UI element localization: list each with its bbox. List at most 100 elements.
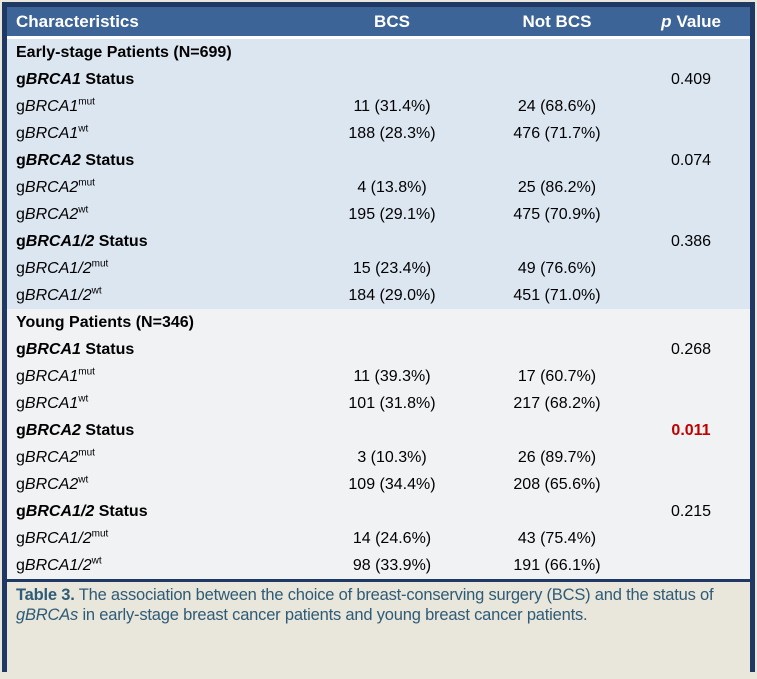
gene-prefix: g [16, 529, 25, 547]
gene-prefix: g [16, 394, 25, 412]
bcs-value: 101 (31.8%) [302, 390, 482, 417]
gene-prefix: g [16, 475, 25, 493]
allele-superscript: wt [78, 474, 89, 486]
not-bcs-value: 49 (76.6%) [482, 255, 632, 282]
status-suffix: Status [80, 151, 135, 169]
gene-prefix: g [16, 151, 26, 169]
not-bcs-value [482, 498, 632, 525]
table-row: gBRCA2mut 4 (13.8%) 25 (86.2%) [7, 174, 750, 201]
row-label: gBRCA1/2wt [7, 552, 302, 579]
row-label: gBRCA1/2wt [7, 282, 302, 309]
allele-superscript: wt [91, 555, 102, 567]
gene-prefix: g [16, 340, 26, 358]
allele-superscript: mut [91, 528, 109, 540]
gene-name: BRCA1 [25, 340, 81, 358]
status-suffix: Status [80, 421, 135, 439]
col-header-bcs: BCS [302, 7, 482, 39]
row-label: gBRCA1/2mut [7, 525, 302, 552]
bcs-value: 184 (29.0%) [302, 282, 482, 309]
table-row: gBRCA1/2wt 98 (33.9%) 191 (66.1%) [7, 552, 750, 579]
bcs-value: 14 (24.6%) [302, 525, 482, 552]
bcs-value [302, 228, 482, 255]
status-suffix: Status [80, 340, 135, 358]
status-row: gBRCA1/2 Status 0.215 [7, 498, 750, 525]
gene-prefix: g [16, 178, 25, 196]
not-bcs-value: 476 (71.7%) [482, 120, 632, 147]
gene-name: BRCA1 [24, 394, 79, 412]
not-bcs-value: 451 (71.0%) [482, 282, 632, 309]
not-bcs-value: 25 (86.2%) [482, 174, 632, 201]
gene-name: BRCA2 [25, 151, 81, 169]
p-value [632, 552, 750, 579]
bcs-value [302, 66, 482, 93]
bcs-value [302, 147, 482, 174]
bcs-value: 109 (34.4%) [302, 471, 482, 498]
gene-name: BRCA1/2 [24, 529, 92, 547]
p-value [632, 363, 750, 390]
gene-name: BRCA2 [24, 475, 79, 493]
p-value: 0.215 [632, 498, 750, 525]
allele-superscript: mut [91, 258, 109, 270]
table-row: gBRCA1/2mut 14 (24.6%) 43 (75.4%) [7, 525, 750, 552]
bcs-value [302, 336, 482, 363]
table-caption: Table 3. The association between the cho… [7, 579, 750, 672]
p-value: 0.074 [632, 147, 750, 174]
col-header-characteristics: Characteristics [7, 7, 302, 39]
gene-name: BRCA1/2 [24, 286, 92, 304]
status-row: gBRCA1 Status 0.409 [7, 66, 750, 93]
gene-name: BRCA1 [24, 124, 79, 142]
not-bcs-value: 475 (70.9%) [482, 201, 632, 228]
not-bcs-value: 26 (89.7%) [482, 444, 632, 471]
section-title-row: Young Patients (N=346) [7, 309, 750, 336]
table-row: gBRCA2mut 3 (10.3%) 26 (89.7%) [7, 444, 750, 471]
gene-prefix: g [16, 367, 25, 385]
status-suffix: Status [94, 232, 148, 250]
status-label: gBRCA2 Status [7, 147, 302, 174]
row-label: gBRCA1mut [7, 363, 302, 390]
gene-prefix: g [16, 286, 25, 304]
not-bcs-value: 24 (68.6%) [482, 93, 632, 120]
not-bcs-value [482, 336, 632, 363]
status-label: gBRCA1 Status [7, 336, 302, 363]
allele-superscript: mut [78, 96, 95, 108]
allele-superscript: wt [78, 204, 89, 216]
p-value [632, 282, 750, 309]
p-value [632, 444, 750, 471]
allele-superscript: mut [78, 177, 95, 189]
p-value [632, 390, 750, 417]
row-label: gBRCA1wt [7, 120, 302, 147]
not-bcs-value [482, 417, 632, 444]
table3: Characteristics BCS Not BCS p Value Early… [7, 7, 750, 579]
gene-prefix: g [16, 421, 26, 439]
gene-prefix: g [16, 97, 25, 115]
gene-name: BRCA1/2 [24, 259, 92, 277]
gene-name: BRCA1 [24, 97, 79, 115]
bcs-value: 15 (23.4%) [302, 255, 482, 282]
row-label: gBRCA2wt [7, 471, 302, 498]
p-value-word: Value [676, 11, 721, 31]
not-bcs-value [482, 147, 632, 174]
bcs-value [302, 498, 482, 525]
bcs-value: 195 (29.1%) [302, 201, 482, 228]
not-bcs-value: 43 (75.4%) [482, 525, 632, 552]
status-row: gBRCA2 Status 0.011 [7, 417, 750, 444]
status-label: gBRCA1/2 Status [7, 498, 302, 525]
table-row: gBRCA1mut 11 (39.3%) 17 (60.7%) [7, 363, 750, 390]
gene-prefix: g [16, 502, 26, 520]
allele-superscript: wt [78, 123, 89, 135]
allele-superscript: wt [78, 393, 89, 405]
caption-gene-italic: gBRCAs [16, 605, 79, 624]
table-row: gBRCA1mut 11 (31.4%) 24 (68.6%) [7, 93, 750, 120]
row-label: gBRCA2mut [7, 174, 302, 201]
not-bcs-value: 217 (68.2%) [482, 390, 632, 417]
caption-label: Table 3. [16, 586, 75, 604]
gene-name: BRCA2 [24, 448, 79, 466]
status-row: gBRCA2 Status 0.074 [7, 147, 750, 174]
gene-name: BRCA1 [24, 367, 79, 385]
gene-prefix: g [16, 232, 26, 250]
status-suffix: Status [80, 70, 135, 88]
p-value [632, 120, 750, 147]
p-value [632, 201, 750, 228]
section-title: Young Patients (N=346) [7, 309, 750, 336]
